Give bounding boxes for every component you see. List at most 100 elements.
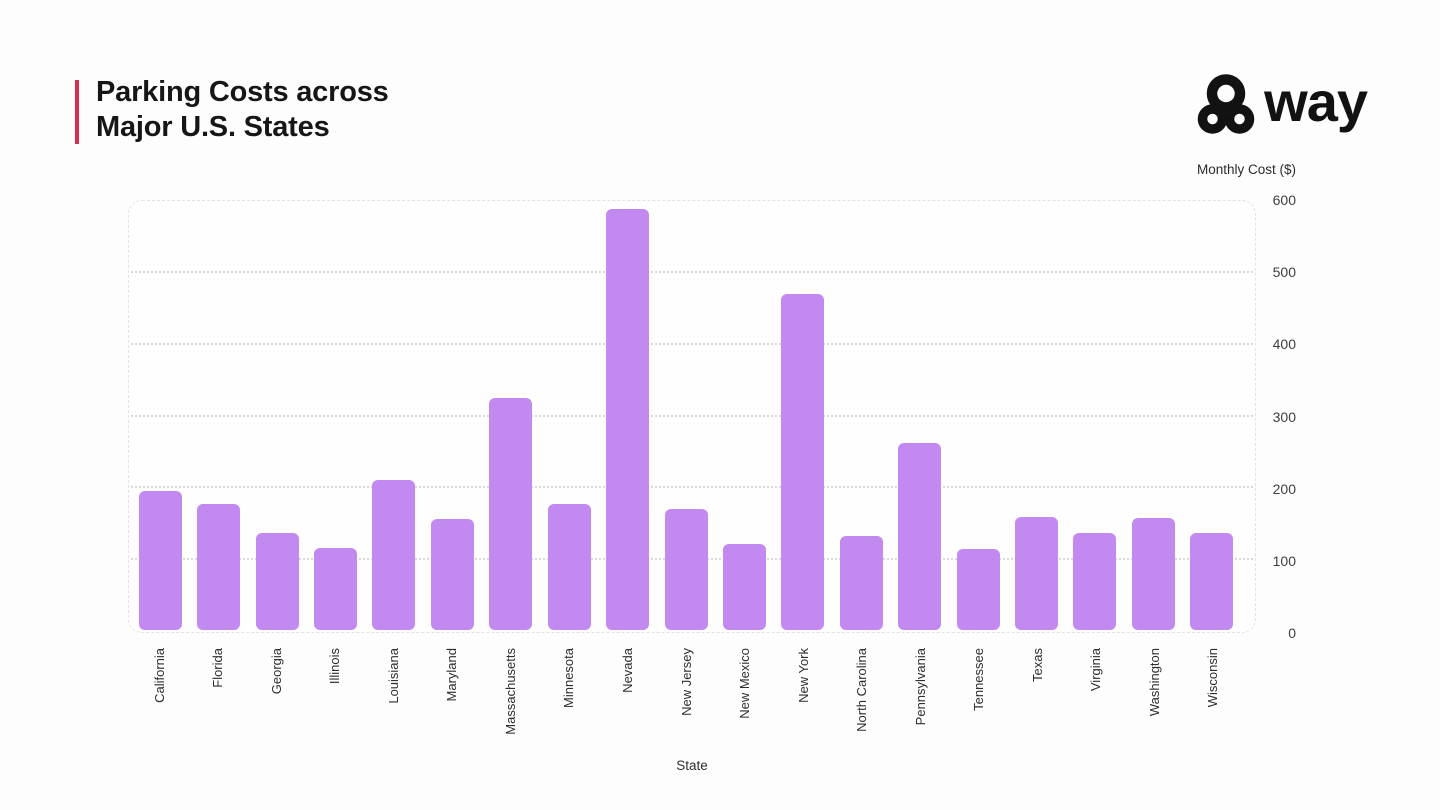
bar-cell-new-york: [774, 201, 832, 630]
bar-florida: [197, 504, 241, 630]
bar-georgia: [255, 532, 299, 630]
bar-cell-texas: [1007, 201, 1065, 630]
x-tick-cell-georgia: Georgia: [247, 648, 306, 735]
x-tick-label-new-jersey: New Jersey: [678, 648, 694, 716]
x-tick-cell-virginia: Virginia: [1067, 648, 1126, 735]
bar-texas: [1015, 517, 1059, 630]
page-title-line1: Parking Costs across: [96, 76, 389, 108]
x-tick-label-texas: Texas: [1029, 648, 1045, 682]
bar-nevada: [606, 208, 650, 630]
x-tick-label-florida: Florida: [210, 648, 226, 688]
x-tick-label-tennessee: Tennessee: [971, 648, 987, 711]
x-tick-cell-nevada: Nevada: [598, 648, 657, 735]
x-tick-label-louisiana: Louisiana: [385, 648, 401, 704]
y-tick-label-200: 200: [1272, 480, 1296, 497]
way-logo: way: [1197, 70, 1368, 138]
way-logo-trefoil-icon: [1197, 74, 1255, 134]
y-tick-label-100: 100: [1272, 552, 1296, 569]
bar-california: [138, 490, 182, 630]
gridline-500: [131, 270, 1253, 273]
bar-cell-new-jersey: [657, 201, 715, 630]
bar-cell-illinois: [306, 201, 364, 630]
bar-cell-florida: [189, 201, 247, 630]
x-tick-cell-new-york: New York: [774, 648, 833, 735]
bar-cell-tennessee: [949, 201, 1007, 630]
page-title-line2: Major U.S. States: [96, 111, 330, 143]
x-axis-title: State: [676, 758, 708, 773]
x-tick-label-maryland: Maryland: [444, 648, 460, 702]
x-tick-label-north-carolina: North Carolina: [854, 648, 870, 732]
y-tick-label-300: 300: [1272, 408, 1296, 425]
x-tick-cell-new-jersey: New Jersey: [657, 648, 716, 735]
title-accent-bar: [75, 80, 79, 144]
x-tick-cell-washington: Washington: [1125, 648, 1184, 735]
x-tick-label-nevada: Nevada: [620, 648, 636, 693]
x-tick-cell-tennessee: Tennessee: [949, 648, 1008, 735]
bar-pennsylvania: [898, 443, 942, 630]
x-tick-label-california: California: [151, 648, 167, 703]
x-tick-label-massachusetts: Massachusetts: [502, 648, 518, 735]
y-tick-label-0: 0: [1288, 625, 1296, 641]
x-tick-label-new-mexico: New Mexico: [737, 648, 753, 719]
bar-massachusetts: [489, 398, 533, 630]
x-tick-label-new-york: New York: [795, 648, 811, 703]
bar-cell-virginia: [1066, 201, 1124, 630]
x-tick-cell-pennsylvania: Pennsylvania: [891, 648, 950, 735]
x-tick-label-wisconsin: Wisconsin: [1205, 648, 1221, 708]
x-tick-cell-maryland: Maryland: [423, 648, 482, 735]
x-tick-label-minnesota: Minnesota: [561, 648, 577, 708]
bar-new-jersey: [664, 509, 708, 630]
bar-tennessee: [956, 548, 1000, 630]
x-tick-cell-texas: Texas: [1008, 648, 1067, 735]
x-tick-cell-north-carolina: North Carolina: [832, 648, 891, 735]
x-tick-label-washington: Washington: [1146, 648, 1162, 717]
gridline-300: [131, 414, 1253, 417]
x-tick-cell-florida: Florida: [189, 648, 248, 735]
bar-minnesota: [547, 504, 591, 630]
x-tick-label-georgia: Georgia: [268, 648, 284, 695]
bar-cell-nevada: [598, 201, 656, 630]
gridline-400: [131, 342, 1253, 345]
bar-new-mexico: [722, 544, 766, 630]
bar-cell-massachusetts: [482, 201, 540, 630]
bar-cell-pennsylvania: [890, 201, 948, 630]
bar-new-york: [781, 293, 825, 630]
bar-illinois: [313, 547, 357, 630]
bar-cell-new-mexico: [715, 201, 773, 630]
y-tick-label-600: 600: [1272, 192, 1296, 208]
way-logo-text: way: [1264, 70, 1368, 133]
bar-virginia: [1073, 532, 1117, 630]
x-tick-cell-massachusetts: Massachusetts: [481, 648, 540, 735]
y-axis-title: Monthly Cost ($): [1196, 162, 1296, 177]
bar-cell-washington: [1124, 201, 1182, 630]
bar-louisiana: [372, 479, 416, 630]
x-axis-labels: California Florida Georgia Illinois Louisian…: [128, 648, 1256, 735]
bar-series: [129, 201, 1255, 632]
x-tick-cell-new-mexico: New Mexico: [715, 648, 774, 735]
bar-north-carolina: [839, 536, 883, 630]
bar-cell-louisiana: [365, 201, 423, 630]
x-tick-label-pennsylvania: Pennsylvania: [912, 648, 928, 726]
y-tick-label-400: 400: [1272, 336, 1296, 353]
bar-cell-maryland: [423, 201, 481, 630]
bar-cell-wisconsin: [1183, 201, 1241, 630]
x-tick-label-virginia: Virginia: [1088, 648, 1104, 692]
y-axis-ticks: 600 500 400 300 200 100 0: [1246, 192, 1296, 641]
bar-cell-georgia: [248, 201, 306, 630]
x-tick-cell-minnesota: Minnesota: [540, 648, 599, 735]
gridline-200: [131, 486, 1253, 489]
y-tick-label-500: 500: [1272, 264, 1296, 281]
x-tick-cell-illinois: Illinois: [306, 648, 365, 735]
page-title: Parking Costs across Major U.S. States: [96, 75, 389, 145]
plot-area: [128, 200, 1256, 633]
x-tick-cell-california: California: [130, 648, 189, 735]
bar-cell-minnesota: [540, 201, 598, 630]
bar-maryland: [430, 519, 474, 630]
bar-washington: [1131, 517, 1175, 630]
bar-cell-california: [131, 201, 189, 630]
x-tick-label-illinois: Illinois: [327, 648, 343, 685]
x-tick-cell-louisiana: Louisiana: [364, 648, 423, 735]
x-tick-cell-wisconsin: Wisconsin: [1184, 648, 1243, 735]
bar-cell-north-carolina: [832, 201, 890, 630]
